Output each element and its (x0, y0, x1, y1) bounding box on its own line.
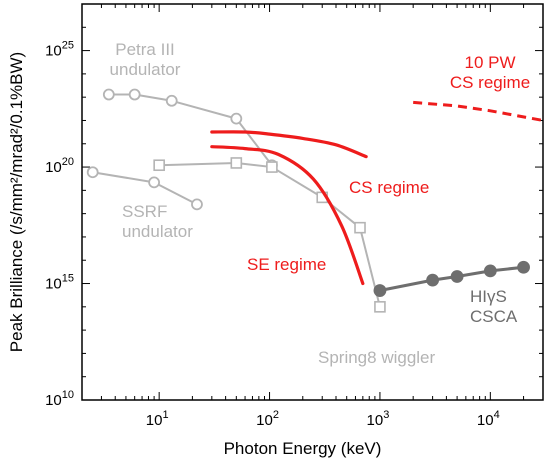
annotation-line: undulator (110, 60, 181, 79)
data-point-circle (373, 284, 387, 297)
annotation-line: CS regime (349, 178, 429, 197)
annotation-line: 10 PW (464, 53, 515, 72)
series-line (413, 100, 544, 122)
data-point-circle (148, 176, 161, 189)
plot-border (81, 3, 544, 401)
series-line (91, 171, 198, 206)
data-point-circle (191, 198, 203, 211)
annotation-line: SSRF (122, 202, 167, 221)
x-tick-label: 103 (367, 409, 390, 429)
data-point-square (266, 161, 278, 173)
annotation-line: Petra III (115, 40, 175, 59)
data-point-circle (426, 273, 440, 287)
y-axis-title: Peak Brilliance (/s/mm²/mrad²/0.1%BW) (7, 52, 26, 352)
series-hi-s-csca (373, 260, 530, 297)
data-point-circle (102, 88, 115, 101)
series-10-pw-cs-regime (413, 100, 544, 122)
series-se-regime (210, 145, 365, 286)
series-line (210, 145, 365, 286)
annotation-higs: HIγS CSCA (470, 287, 518, 326)
x-tick-label: 104 (477, 409, 500, 429)
series-layer (86, 88, 544, 313)
annotation-spring8: Spring8 wiggler (318, 348, 436, 367)
y-tick-label: 1020 (45, 156, 74, 176)
series-petra-iii-undulator (102, 88, 278, 172)
series-cs-regime (210, 130, 368, 159)
data-point-circle (230, 112, 243, 125)
data-point-circle (450, 270, 464, 283)
x-tick-label: 102 (256, 409, 279, 429)
data-point-square (230, 157, 243, 169)
annotation-line: CS regime (450, 73, 530, 92)
series-line (158, 161, 381, 308)
annotation-pw: 10 PW CS regime (450, 53, 530, 92)
x-tick-label: 101 (146, 409, 169, 429)
annotation-line: HIγS (470, 287, 507, 306)
annotation-cs: CS regime (349, 178, 429, 197)
annotation-line: CSCA (470, 307, 518, 326)
axis-ticks: 101 102 103 104 1010 1015 1020 1025 (45, 3, 544, 429)
annotation-line: SE regime (247, 255, 326, 274)
data-point-circle (165, 94, 178, 107)
data-point-circle (128, 88, 141, 101)
data-point-square (153, 159, 165, 172)
series-ssrf-undulator (86, 166, 203, 211)
y-tick-label: 1015 (45, 273, 74, 293)
series-line (107, 93, 273, 167)
annotation-ssrf: SSRF undulator (122, 202, 193, 241)
data-point-circle (517, 260, 530, 274)
y-tick-label: 1025 (45, 40, 74, 60)
x-axis-title: Photon Energy (keV) (224, 439, 382, 458)
annotation-line: Spring8 wiggler (318, 348, 436, 367)
y-tick-label: 1010 (45, 389, 74, 409)
series-line (210, 130, 368, 159)
plot-frame (81, 3, 544, 401)
data-point-square (374, 301, 386, 313)
data-point-circle (483, 264, 497, 278)
annotation-se: SE regime (247, 255, 326, 274)
annotation-line: undulator (122, 222, 193, 241)
data-point-square (354, 221, 366, 234)
annotation-petra: Petra III undulator (110, 40, 181, 79)
data-point-circle (86, 166, 99, 179)
